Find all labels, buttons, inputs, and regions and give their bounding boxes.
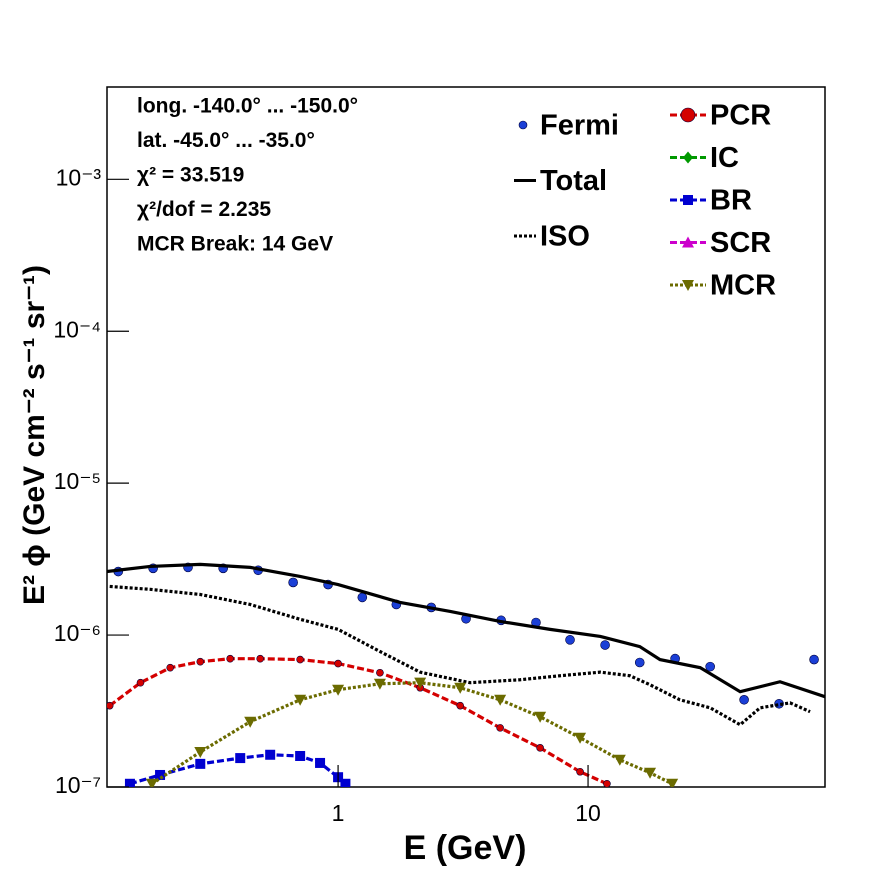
legend-label: IC <box>710 142 739 174</box>
y-tick-label: 10⁻⁴ <box>53 316 101 342</box>
marker <box>235 753 246 764</box>
marker <box>634 657 645 668</box>
marker <box>534 711 547 723</box>
marker <box>414 677 427 689</box>
marker <box>145 778 158 787</box>
marker <box>265 749 276 760</box>
marker <box>196 657 205 666</box>
marker <box>244 716 257 728</box>
marker <box>644 767 657 779</box>
legend-label: Total <box>540 165 607 197</box>
legend-marker <box>682 236 694 248</box>
marker <box>373 678 386 690</box>
marker <box>809 654 819 665</box>
marker <box>340 778 351 787</box>
x-axis-title: E (GeV) <box>404 829 527 867</box>
marker <box>603 779 611 787</box>
marker <box>295 750 306 761</box>
x-tick-label: 10 <box>575 800 601 826</box>
marker <box>666 778 679 787</box>
legend-label: MCR <box>710 270 776 302</box>
annotation: long. -140.0° ... -150.0° <box>137 95 358 118</box>
marker <box>739 694 749 705</box>
series-line <box>107 562 825 699</box>
marker <box>256 654 264 663</box>
legend-marker <box>680 107 696 123</box>
marker <box>155 769 166 780</box>
marker <box>613 754 626 766</box>
legend-label: SCR <box>710 227 771 259</box>
marker <box>600 640 610 650</box>
marker <box>332 684 345 696</box>
marker <box>315 757 326 768</box>
annotation: MCR Break: 14 GeV <box>137 233 333 256</box>
series-line <box>109 584 811 727</box>
y-tick-label: 10⁻⁷ <box>55 772 101 798</box>
legend-label: PCR <box>710 100 771 132</box>
annotation: χ² = 33.519 <box>137 164 244 187</box>
y-tick-label: 10⁻³ <box>56 164 102 190</box>
y-axis-title: E² ϕ (GeV cm⁻² s⁻¹ sr⁻¹) <box>18 265 51 605</box>
plot-area <box>107 562 825 787</box>
marker <box>574 732 587 744</box>
marker <box>565 635 575 645</box>
legend-marker <box>682 280 694 291</box>
marker <box>107 701 114 710</box>
legend-label: Fermi <box>540 110 619 142</box>
legend-label: ISO <box>540 221 590 253</box>
marker <box>376 668 384 677</box>
y-tick-label: 10⁻⁶ <box>54 620 101 646</box>
marker <box>496 724 504 732</box>
marker <box>124 778 135 787</box>
marker <box>136 678 145 687</box>
marker <box>166 663 174 672</box>
marker <box>294 694 307 706</box>
legend-marker <box>683 151 693 164</box>
plot-frame <box>106 86 826 788</box>
marker <box>194 746 207 758</box>
legend-label: BR <box>710 185 752 217</box>
legend-marker <box>518 120 528 130</box>
marker <box>195 758 206 769</box>
marker <box>576 767 584 776</box>
y-tick-label: 10⁻⁵ <box>54 468 101 494</box>
marker <box>334 659 342 668</box>
marker <box>288 577 298 588</box>
legend-marker <box>683 195 693 205</box>
annotation: χ²/dof = 2.235 <box>137 198 271 221</box>
marker <box>494 694 507 706</box>
marker <box>357 592 368 603</box>
marker <box>226 654 234 663</box>
marker <box>536 744 544 752</box>
marker <box>454 682 467 694</box>
marker <box>456 701 465 710</box>
annotation: lat. -45.0° ... -35.0° <box>137 129 315 152</box>
marker <box>705 661 715 672</box>
x-tick-label: 1 <box>332 800 345 826</box>
marker <box>296 655 304 664</box>
series-line <box>151 681 673 786</box>
